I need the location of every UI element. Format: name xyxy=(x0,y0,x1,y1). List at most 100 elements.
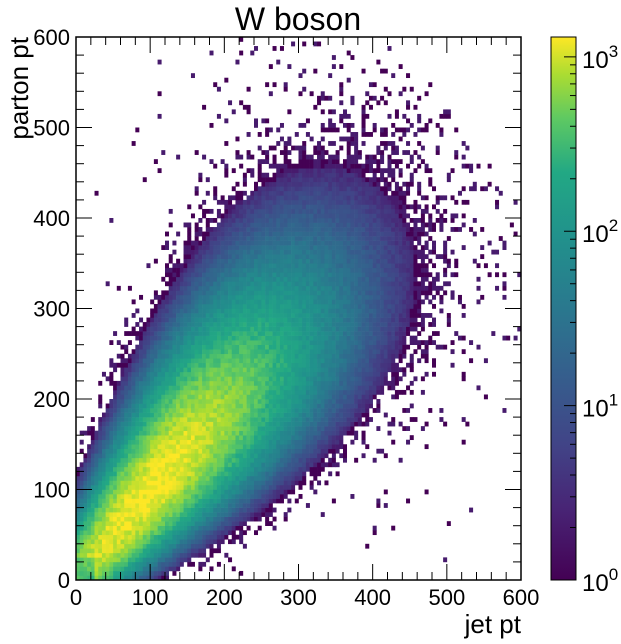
heatmap-bin xyxy=(298,317,303,323)
heatmap-bin xyxy=(198,326,203,332)
heatmap-bin xyxy=(209,530,214,536)
heatmap-bin xyxy=(216,439,221,445)
heatmap-bin xyxy=(265,218,270,223)
heatmap-bin xyxy=(198,362,203,368)
heatmap-bin xyxy=(120,380,125,386)
heatmap-bin xyxy=(79,557,84,563)
heatmap-bin xyxy=(294,466,299,472)
heatmap-bin xyxy=(250,417,255,422)
heatmap-bin xyxy=(235,240,240,246)
heatmap-bin xyxy=(198,353,203,359)
heatmap-bin xyxy=(246,132,251,137)
heatmap-bin xyxy=(202,484,207,490)
heatmap-bin xyxy=(276,249,281,255)
heatmap-bin xyxy=(179,358,184,364)
heatmap-bin xyxy=(287,453,292,459)
heatmap-bin xyxy=(331,408,336,413)
heatmap-bin xyxy=(124,367,129,373)
heatmap-bin xyxy=(172,389,177,395)
heatmap-bin xyxy=(276,258,281,264)
heatmap-bin xyxy=(139,539,144,545)
heatmap-bin xyxy=(291,41,296,47)
heatmap-bin xyxy=(279,403,284,409)
heatmap-bin xyxy=(265,326,270,332)
heatmap-bin xyxy=(216,276,221,282)
heatmap-bin xyxy=(257,462,262,468)
heatmap-bin xyxy=(305,417,310,422)
heatmap-bin xyxy=(268,91,273,97)
heatmap-bin xyxy=(235,272,240,278)
heatmap-bin xyxy=(324,254,329,260)
heatmap-bin xyxy=(320,453,325,459)
heatmap-bin xyxy=(131,548,136,554)
heatmap-bin xyxy=(346,317,351,323)
heatmap-bin xyxy=(335,154,340,160)
heatmap-bin xyxy=(135,435,140,441)
heatmap-bin xyxy=(83,525,88,531)
heatmap-bin xyxy=(216,367,221,373)
heatmap-bin xyxy=(198,412,203,418)
heatmap-bin xyxy=(101,516,106,522)
heatmap-bin xyxy=(105,484,110,490)
heatmap-bin xyxy=(176,276,181,282)
heatmap-bin xyxy=(116,399,121,404)
heatmap-bin xyxy=(257,276,262,282)
heatmap-bin xyxy=(276,462,281,468)
heatmap-bin xyxy=(172,448,177,454)
heatmap-bin xyxy=(261,276,266,282)
heatmap-bin xyxy=(346,172,351,178)
heatmap-bin xyxy=(294,258,299,264)
heatmap-bin xyxy=(216,245,221,250)
heatmap-bin xyxy=(242,177,247,183)
heatmap-bin xyxy=(276,371,281,377)
heatmap-bin xyxy=(105,525,110,531)
heatmap-bin xyxy=(157,403,162,409)
heatmap-bin xyxy=(257,426,262,431)
heatmap-bin xyxy=(116,498,121,504)
heatmap-bin xyxy=(261,208,266,214)
heatmap-bin xyxy=(220,349,225,355)
heatmap-bin xyxy=(124,575,129,581)
heatmap-bin xyxy=(313,439,318,445)
heatmap-bin xyxy=(109,439,114,445)
heatmap-bin xyxy=(228,344,233,350)
heatmap-bin xyxy=(276,231,281,237)
heatmap-bin xyxy=(250,254,255,260)
heatmap-bin xyxy=(213,403,218,409)
heatmap-bin xyxy=(313,236,318,241)
heatmap-bin xyxy=(198,358,203,364)
heatmap-bin xyxy=(216,430,221,436)
heatmap-bin xyxy=(346,50,351,56)
heatmap-bin xyxy=(328,95,333,101)
heatmap-bin xyxy=(305,466,310,472)
heatmap-bin xyxy=(242,231,247,237)
heatmap-bin xyxy=(291,208,296,214)
heatmap-bin xyxy=(346,331,351,336)
heatmap-bin xyxy=(302,439,307,445)
heatmap-bin xyxy=(254,258,259,264)
heatmap-bin xyxy=(239,349,244,355)
heatmap-bin xyxy=(190,376,195,382)
heatmap-bin xyxy=(242,507,247,513)
heatmap-bin xyxy=(142,471,147,477)
heatmap-bin xyxy=(146,403,151,409)
heatmap-bin xyxy=(202,317,207,323)
heatmap-bin xyxy=(153,403,158,409)
heatmap-bin xyxy=(190,272,195,278)
heatmap-bin xyxy=(187,204,192,210)
heatmap-bin xyxy=(90,466,95,472)
heatmap-bin xyxy=(328,362,333,368)
heatmap-bin xyxy=(242,512,247,517)
heatmap-bin xyxy=(213,236,218,241)
heatmap-bin xyxy=(131,471,136,477)
heatmap-bin xyxy=(317,163,322,169)
heatmap-bin xyxy=(254,394,259,400)
heatmap-bin xyxy=(131,484,136,490)
heatmap-bin xyxy=(239,50,244,56)
heatmap-bin xyxy=(298,172,303,178)
heatmap-bin xyxy=(246,367,251,373)
heatmap-bin xyxy=(279,254,284,260)
heatmap-bin xyxy=(346,222,351,228)
heatmap-bin xyxy=(254,118,259,124)
heatmap-bin xyxy=(190,525,195,531)
